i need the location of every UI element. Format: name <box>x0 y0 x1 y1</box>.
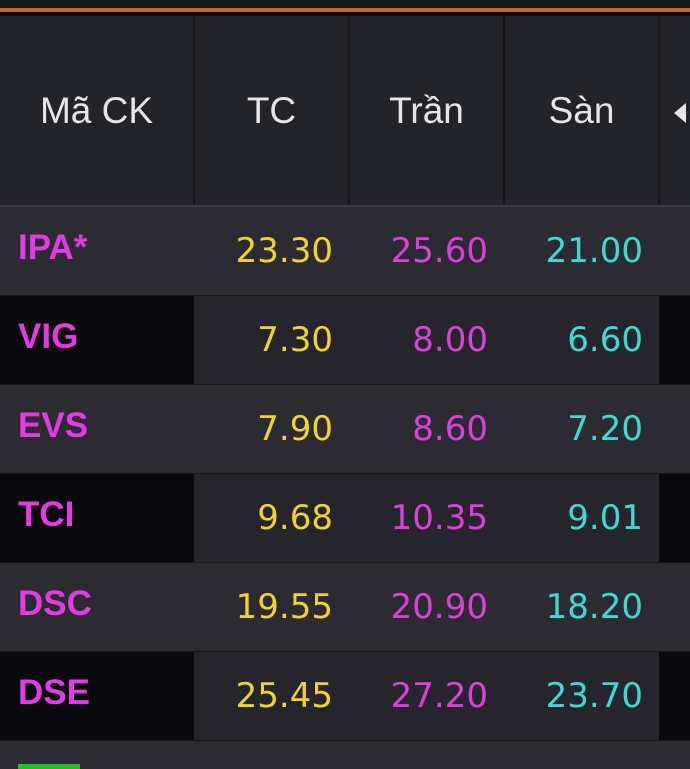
column-header-symbol[interactable]: Mã CK <box>0 16 195 207</box>
top-accent-bar <box>0 0 690 12</box>
floor-price: 21.00 <box>504 206 659 296</box>
table-row[interactable]: DSC 19.55 20.90 18.20 <box>0 562 690 652</box>
floor-price: 23.70 <box>504 651 659 741</box>
price-board: Mã CK TC Trần Sàn IPA* 23.30 25.60 21.00… <box>0 16 690 769</box>
table-row[interactable]: TCI 9.68 10.35 9.01 <box>0 473 690 563</box>
row-overflow-cell <box>659 384 690 474</box>
stock-symbol[interactable]: DSE <box>0 651 194 741</box>
stock-symbol[interactable]: IPA* <box>0 206 194 296</box>
column-header-ceiling[interactable]: Trần <box>349 16 505 207</box>
ceiling-price: 20.90 <box>349 562 504 652</box>
reference-price: 23.30 <box>194 206 349 296</box>
stock-symbol[interactable]: VIG <box>0 295 194 385</box>
floor-price: 18.20 <box>504 562 659 652</box>
table-row[interactable]: IPA* 23.30 25.60 21.00 <box>0 206 690 296</box>
ceiling-price: 10.35 <box>349 473 504 563</box>
caret-left-icon <box>674 102 686 123</box>
row-overflow-cell <box>659 740 690 769</box>
column-header-reference[interactable]: TC <box>194 16 350 207</box>
reference-price: 9.68 <box>194 473 349 563</box>
row-overflow-cell <box>659 206 690 296</box>
stock-symbol[interactable]: DSC <box>0 562 194 652</box>
reference-price: 25.45 <box>194 651 349 741</box>
stock-price-table: Mã CK TC Trần Sàn IPA* 23.30 25.60 21.00… <box>0 16 690 769</box>
ceiling-price: 8.60 <box>349 384 504 474</box>
ceiling-price: 25.60 <box>349 206 504 296</box>
reference-price: 7.90 <box>194 384 349 474</box>
stock-symbol-cut-off <box>0 740 194 769</box>
table-row-partial[interactable] <box>0 740 690 769</box>
row-overflow-cell <box>659 473 690 563</box>
row-overflow-cell <box>659 295 690 385</box>
ceiling-price-cut-off <box>349 740 504 769</box>
floor-price: 9.01 <box>504 473 659 563</box>
stock-symbol[interactable]: EVS <box>0 384 194 474</box>
ceiling-price: 27.20 <box>349 651 504 741</box>
row-overflow-cell <box>659 651 690 741</box>
table-row[interactable]: DSE 25.45 27.20 23.70 <box>0 651 690 741</box>
table-row[interactable]: EVS 7.90 8.60 7.20 <box>0 384 690 474</box>
row-overflow-cell <box>659 562 690 652</box>
table-row[interactable]: VIG 7.30 8.00 6.60 <box>0 295 690 385</box>
reference-price-cut-off <box>194 740 349 769</box>
green-symbol-fragment <box>18 763 80 769</box>
table-header-row: Mã CK TC Trần Sàn <box>0 16 690 207</box>
reference-price: 19.55 <box>194 562 349 652</box>
column-header-floor[interactable]: Sàn <box>504 16 660 207</box>
stock-symbol[interactable]: TCI <box>0 473 194 563</box>
floor-price-cut-off <box>504 740 659 769</box>
floor-price: 6.60 <box>504 295 659 385</box>
floor-price: 7.20 <box>504 384 659 474</box>
scroll-columns-button[interactable] <box>659 16 690 207</box>
ceiling-price: 8.00 <box>349 295 504 385</box>
reference-price: 7.30 <box>194 295 349 385</box>
